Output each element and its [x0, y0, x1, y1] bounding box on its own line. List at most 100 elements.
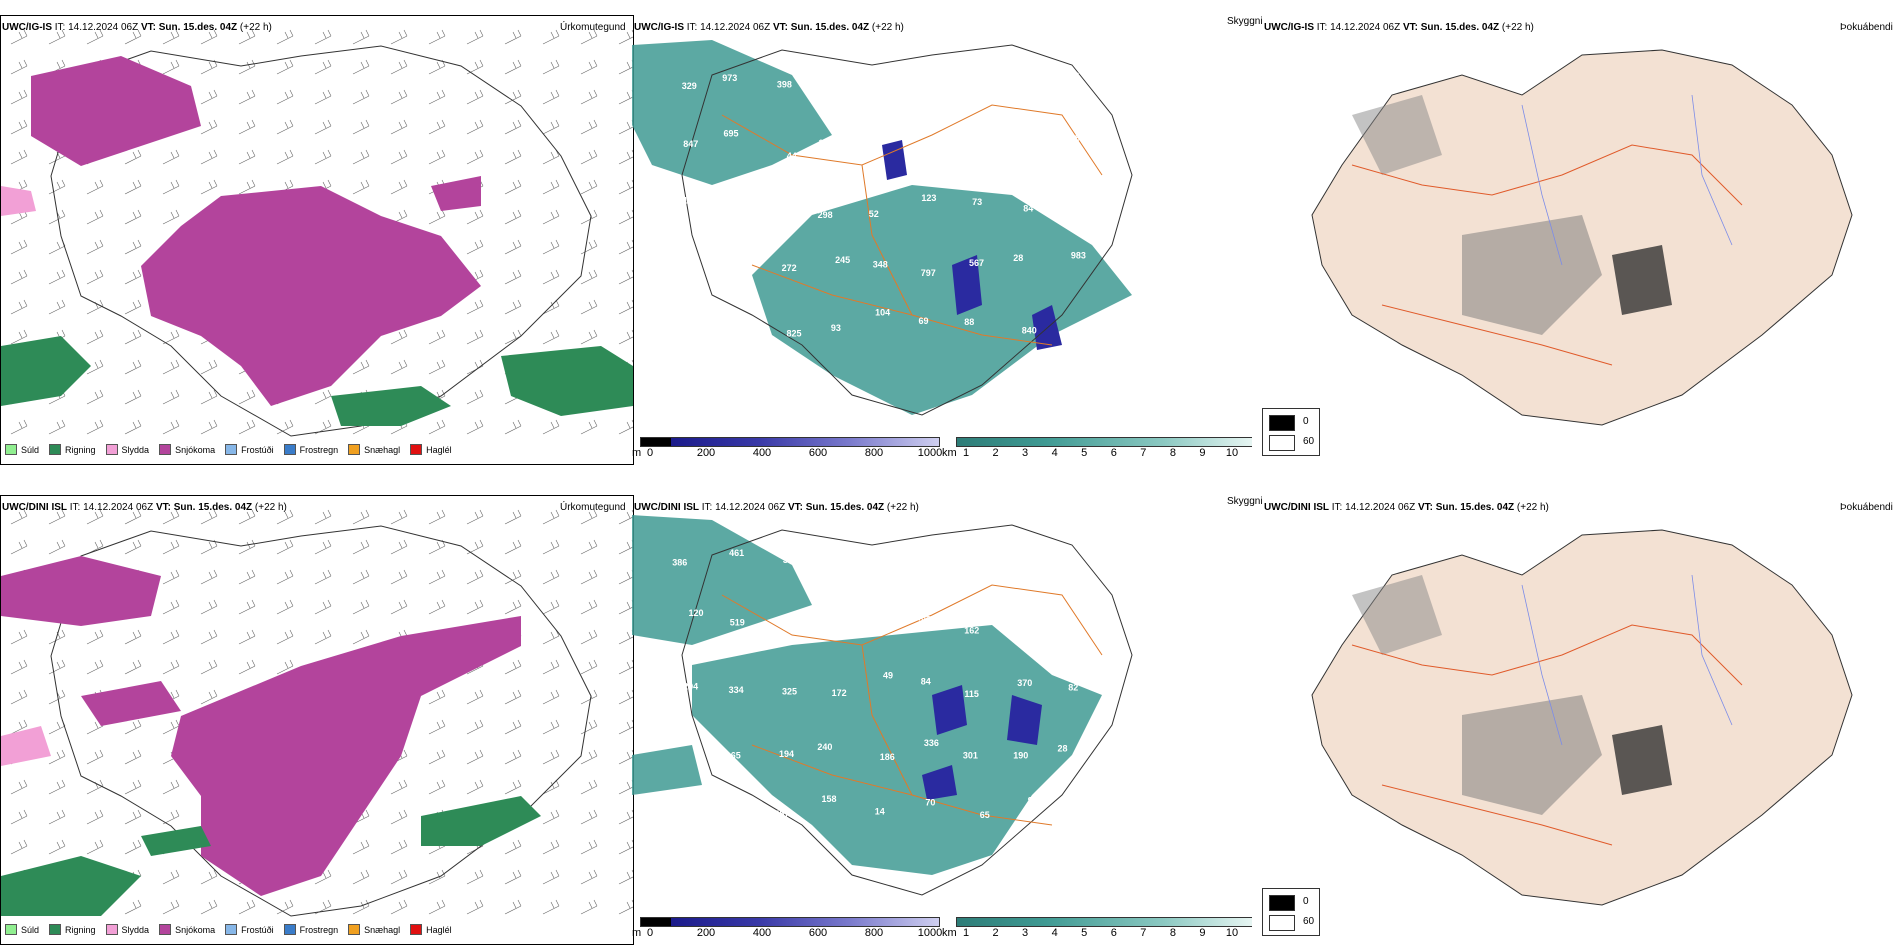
legend-label: Snæhagl: [364, 924, 401, 935]
precip-type-graphics-1: [1, 509, 633, 917]
legend-item: Snjókoma: [159, 444, 215, 455]
legend-item: Haglél: [410, 924, 452, 935]
visibility-label: 592: [835, 549, 850, 559]
visibility-label: 97: [1028, 796, 1038, 806]
colorbar-tick: 9: [1199, 447, 1206, 459]
fog-roads-1: [1351, 624, 1743, 846]
visibility-label: 127: [1059, 193, 1074, 203]
legend-swatch: [283, 444, 296, 455]
visibility-label: 675: [1061, 331, 1076, 341]
visibility-label: 93: [831, 323, 841, 333]
fog-rivers-1: [1521, 574, 1733, 746]
legend-item: Frostregn: [283, 924, 338, 935]
legend-item: Frostregn: [283, 444, 339, 455]
sleet-area-0: [1, 186, 36, 216]
visibility-label: 96: [1069, 71, 1079, 81]
fog-key-0: 0 60: [1262, 408, 1320, 456]
snow-area-0c: [431, 176, 481, 211]
visibility-label: 186: [880, 752, 895, 762]
visibility-label: 158: [822, 794, 837, 804]
colorbar-tick: 1: [962, 927, 970, 939]
rain-area-1c: [141, 826, 211, 856]
visibility-label: 325: [782, 686, 797, 696]
colorbar-tick: 1000: [917, 927, 943, 939]
visibility-label: 28: [1013, 253, 1023, 263]
fog-graphics-0: [1311, 49, 1853, 426]
legend-item: Súld: [5, 444, 39, 455]
visibility-label: 14: [875, 806, 885, 816]
legend-item: Snjókoma: [159, 924, 215, 935]
visibility-label: 82: [1068, 683, 1078, 693]
fog-dark-0: [1612, 245, 1672, 315]
header-precip-0: UWC/IG-IS IT: 14.12.2024 06Z VT: Sun. 15…: [2, 22, 272, 33]
visibility-label: 245: [835, 255, 850, 265]
visibility-label: 797: [921, 268, 936, 278]
colorbar-tick: 6: [1110, 927, 1117, 939]
visibility-label: 274: [1011, 152, 1026, 162]
ceiling-blue-1b: [1007, 695, 1042, 745]
colorbar-tick: 200: [696, 447, 716, 459]
fog-gray-1b: [1352, 575, 1442, 655]
visibility-label: 962: [824, 607, 839, 617]
sleet-area-1: [1, 726, 51, 766]
visibility-label: 132: [783, 622, 798, 632]
row-0: Súld Rigning Slydda Snjókoma Frostúði Frostre…: [0, 0, 1900, 470]
legend-item: Snæhagl: [348, 924, 400, 935]
ceiling-blue-0c: [882, 140, 907, 180]
iceland-coastline-3: [681, 524, 1133, 896]
visibility-label: 329: [682, 81, 697, 91]
fog-map-0: 0 60: [1262, 15, 1900, 463]
legend-swatch: [410, 444, 423, 455]
visibility-label: 235: [962, 560, 977, 570]
legend-label: Frostregn: [299, 444, 339, 455]
vis-teal-area-0b: [752, 185, 1132, 415]
iceland-coastline-1: [681, 44, 1133, 416]
legend-label: Snæhagl: [364, 444, 401, 455]
visibility-label: 84: [1023, 203, 1033, 213]
visibility-label: 240: [817, 742, 832, 752]
legend-item: Rigning: [49, 444, 96, 455]
rain-area-0: [1, 336, 91, 406]
legend-swatch: [105, 924, 118, 935]
visibility-label: 22: [1057, 620, 1067, 630]
colorbar-tick: 8: [1169, 447, 1176, 459]
colorbar-tick: 6: [1110, 447, 1117, 459]
visibility-label: 122: [683, 195, 698, 205]
visibility-label: 69: [919, 316, 929, 326]
snow-area-0b: [141, 186, 481, 406]
precip-type-graphics-0: [1, 29, 633, 437]
legend-label: Snjókoma: [175, 444, 216, 455]
visibility-label: 52: [869, 209, 879, 219]
ceiling-blue-1c: [922, 765, 957, 800]
visibility-label: 151: [876, 77, 891, 87]
colorbar-tick: 600: [808, 447, 828, 459]
colorbar-tick: 400: [752, 927, 772, 939]
visibility-label: 49: [883, 671, 893, 681]
colorbar-tick: 1: [962, 447, 970, 459]
visibility-label: 122: [883, 132, 898, 142]
visibility-label: 264: [918, 87, 933, 97]
visibility-label: 204: [683, 681, 698, 691]
colorbar-tick: 4: [1051, 447, 1058, 459]
legend-item: Slydda: [105, 444, 149, 455]
visibility-label: 59: [824, 869, 834, 879]
visibility-label: 973: [722, 73, 737, 83]
legend-swatch: [225, 924, 238, 935]
rain-area-0b: [501, 346, 633, 416]
fog-dark-1: [1612, 725, 1672, 795]
legend-label: Haglél: [426, 924, 452, 935]
snow-area-1c: [81, 681, 181, 726]
header-fog-1: UWC/DINI ISL IT: 14.12.2024 06Z VT: Sun.…: [1264, 502, 1549, 513]
visibility-label: 277: [735, 850, 750, 860]
ceiling-blue-0: [952, 255, 982, 315]
legend-label: Rigning: [65, 444, 96, 455]
legend-item: Slydda: [105, 924, 149, 935]
vis-teal-area-1: [632, 515, 812, 645]
fog-gray-0b: [1352, 95, 1442, 175]
legend-label: Frostúði: [241, 924, 274, 935]
colorbar-tick: 0: [646, 447, 654, 459]
snow-area-1: [1, 556, 161, 626]
visibility-label: 88: [964, 317, 974, 327]
fog-map-1: 0 60: [1262, 495, 1900, 943]
